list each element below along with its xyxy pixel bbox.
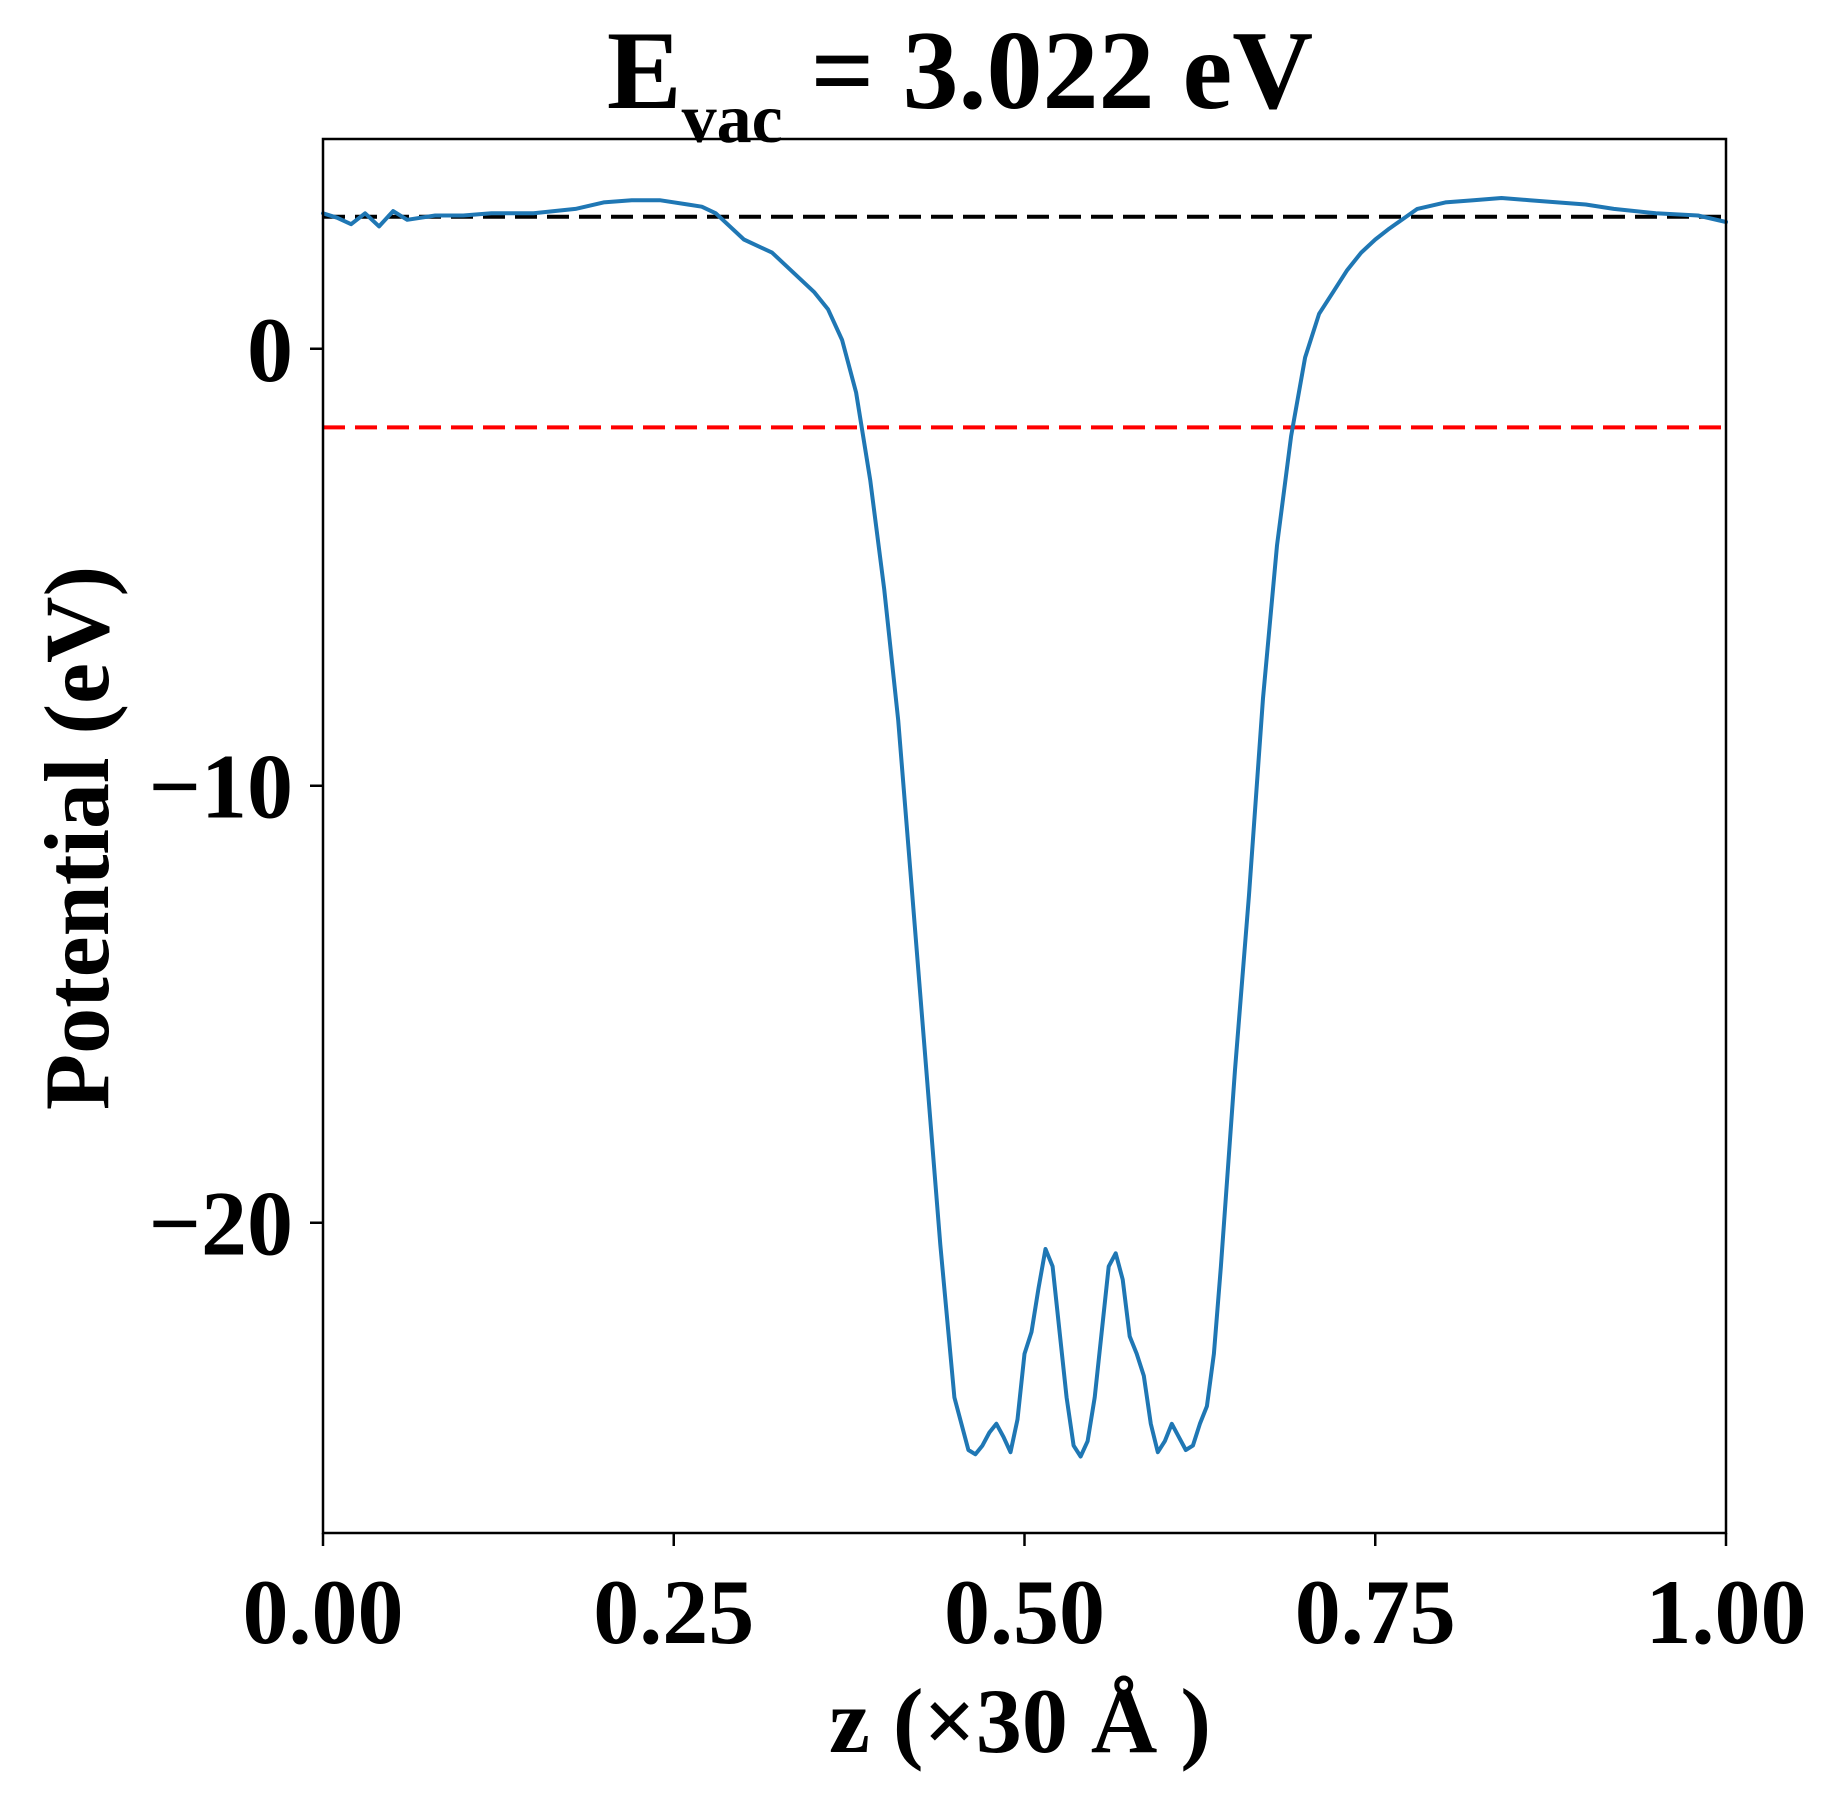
- plot-area: 0.00 0.25 0.50 0.75 1.00 0 −10 −20: [149, 137, 1807, 1663]
- y-axis-label: Potential (eV): [26, 566, 128, 1110]
- x-tick-label: 0.75: [1295, 1561, 1456, 1663]
- chart-title-subscript: vac: [682, 81, 783, 158]
- x-tick-label: 0.50: [944, 1561, 1105, 1663]
- y-tick-label: 0: [247, 299, 293, 401]
- potential-series-line-0: [321, 196, 1728, 1459]
- y-tick-label: −20: [149, 1173, 293, 1275]
- x-tick-label: 0.00: [243, 1561, 404, 1663]
- y-tick-label: −10: [149, 736, 293, 838]
- chart-title-rest: = 3.022 eV: [783, 9, 1313, 133]
- chart-title: Evac = 3.022 eV: [607, 9, 1313, 158]
- chart-title-main: E: [607, 9, 682, 133]
- x-axis-label: z (×30 Å ): [829, 1670, 1211, 1772]
- x-tick-label: 0.25: [593, 1561, 754, 1663]
- axes-frame: [321, 137, 1728, 1535]
- x-tick-label: 1.00: [1646, 1561, 1807, 1663]
